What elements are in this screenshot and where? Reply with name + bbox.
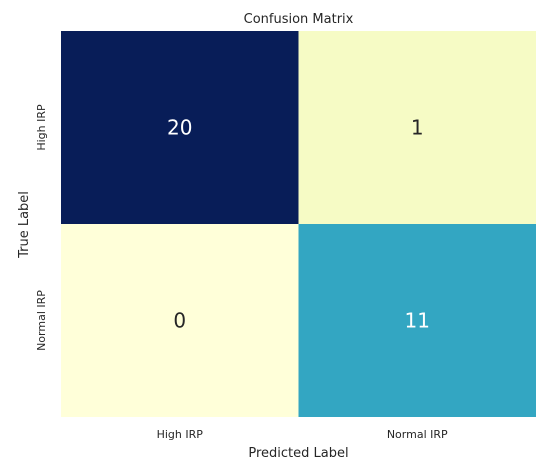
cell-value-label: 20	[167, 116, 192, 140]
x-axis-label: Predicted Label	[248, 446, 348, 461]
x-tick-label: Normal IRP	[387, 428, 448, 441]
heatmap-cell	[61, 224, 299, 417]
heatmap-cells: 20 1 0 11	[61, 31, 536, 417]
heatmap-cell	[61, 31, 299, 224]
y-tick-label: Normal IRP	[35, 290, 48, 351]
cell-value-label: 1	[411, 116, 424, 140]
x-tick-labels: High IRP Normal IRP	[157, 428, 448, 441]
chart-title: Confusion Matrix	[244, 12, 354, 27]
x-tick-label: High IRP	[157, 428, 204, 441]
y-tick-labels: High IRP Normal IRP	[35, 104, 48, 351]
cell-value-label: 0	[173, 309, 186, 333]
y-tick-label: High IRP	[35, 104, 48, 151]
y-axis-label: True Label	[17, 191, 32, 259]
cell-value-label: 11	[405, 309, 430, 333]
heatmap-cell	[298, 224, 536, 417]
heatmap-cell	[298, 31, 536, 224]
